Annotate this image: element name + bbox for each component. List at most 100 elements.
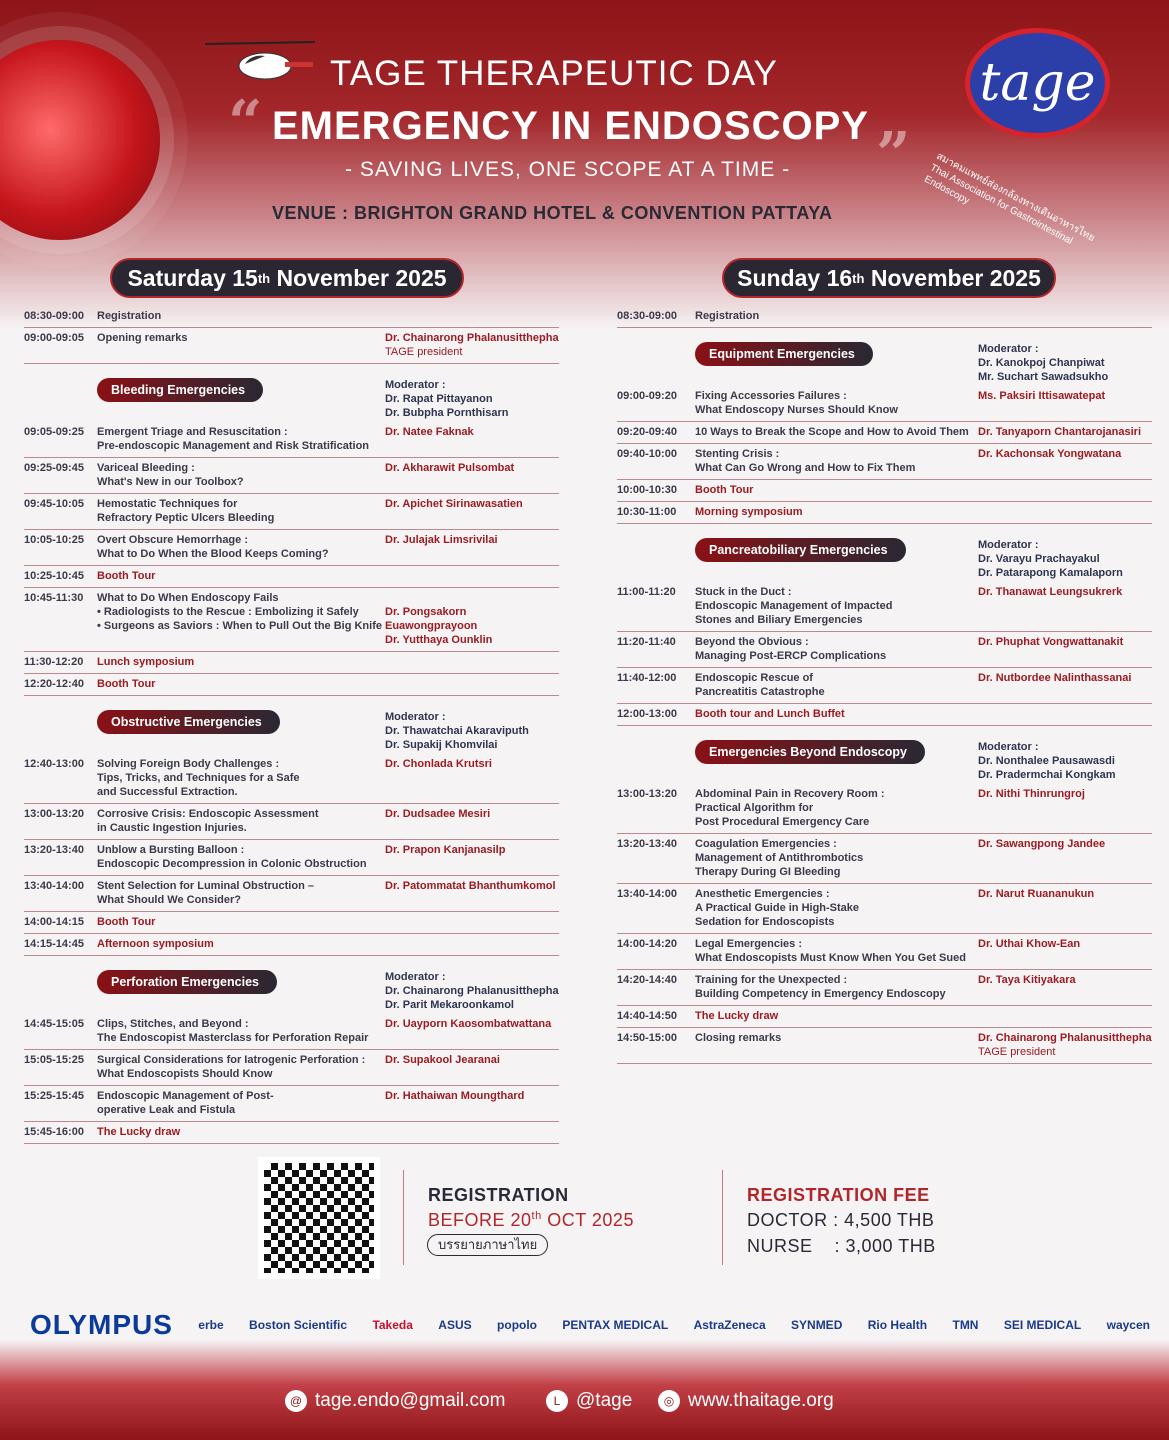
speaker-name: Dr. Nithi Thinrungroj [978, 788, 1085, 800]
schedule-row: 13:40-14:00 Stent Selection for Luminal O… [24, 876, 559, 912]
session-title: Fixing Accessories Failures : What Endosc… [695, 389, 978, 417]
fee-title: REGISTRATION FEE [747, 1185, 930, 1205]
sponsor-logo: waycen [1106, 1318, 1150, 1332]
registration-title: REGISTRATION [428, 1185, 569, 1205]
speaker-name: Dr. Akharawit Pulsombat [385, 462, 515, 474]
moderator-name: Mr. Suchart Sawadsukho [978, 371, 1109, 383]
registration-deadline: BEFORE 20th OCT 2025 [428, 1210, 634, 1231]
speaker-cell: Dr. Hathaiwan Moungthard [385, 1089, 524, 1117]
quote-close-icon: ” [876, 120, 911, 190]
title-line: Registration [695, 310, 760, 322]
session-title: Beyond the Obvious : Managing Post-ERCP C… [695, 635, 978, 663]
speaker-cell: Dr. Chainarong Phalanusitthepha TAGE pres… [978, 1031, 1152, 1059]
time-slot: 11:20-11:40 [617, 636, 676, 648]
session-title: Unblow a Bursting Balloon : Endoscopic De… [97, 843, 385, 871]
speaker-cell: Dr. Patommatat Bhanthumkomol [385, 879, 556, 907]
schedule-row: 14:00-14:20 Legal Emergencies : What Endos… [617, 934, 1152, 970]
title-line: Registration [97, 310, 162, 322]
time-slot: 14:20-14:40 [617, 974, 677, 986]
time-slot: 15:05-15:25 [24, 1054, 84, 1066]
time-slot: 10:05-10:25 [24, 534, 84, 546]
session-label-cell: Bleeding Emergencies [24, 378, 385, 420]
saturday-schedule: 08:30-09:00 Registration 09:00-09:05 Openin… [24, 306, 559, 1144]
title-line: Emergent Triage and Resuscitation : [97, 426, 288, 438]
schedule-row: 13:00-13:20 Abdominal Pain in Recovery Ro… [617, 784, 1152, 834]
speaker-cell: Dr. Julajak Limsrivilai [385, 533, 498, 561]
session-label-cell: Obstructive Emergencies [24, 710, 385, 752]
speaker-cell: Dr. Sawangpong Jandee [978, 837, 1105, 879]
session-title: Morning symposium [695, 505, 978, 519]
day-weekday: Sunday 16 [737, 264, 853, 291]
sponsor-logo: PENTAX MEDICAL [562, 1318, 669, 1332]
sponsor-logo: Takeda [372, 1318, 413, 1332]
speaker-cell: Dr. Thanawat Leungsukrerk [978, 585, 1122, 627]
time-slot: 14:50-15:00 [617, 1032, 677, 1044]
schedule-row: 13:40-14:00 Anesthetic Emergencies : A Pra… [617, 884, 1152, 934]
divider [722, 1170, 723, 1265]
moderator-name: Dr. Patarapong Kamalaporn [978, 567, 1123, 579]
footer-line[interactable]: L @tage [546, 1390, 632, 1412]
day-sup: th [852, 270, 865, 286]
title-line: Stones and Biliary Emergencies [695, 614, 863, 626]
moderator-label: Moderator : [978, 343, 1039, 355]
footer-email[interactable]: @ tage.endo@gmail.com [285, 1390, 505, 1412]
sponsor-logo: ASUS [438, 1318, 472, 1332]
sponsor-logos: OLYMPUS erbe Boston Scientific Takeda ASUS po… [30, 1305, 1150, 1345]
speaker-cell: Dr. Nutbordee Nalinthassanai [978, 671, 1131, 699]
event-series-title: TAGE THERAPEUTIC DAY [330, 54, 778, 93]
title-line: What Endoscopy Nurses Should Know [695, 404, 898, 416]
moderator-name: Dr. Pradermchai Kongkam [978, 769, 1116, 781]
title-line: Opening remarks [97, 332, 188, 344]
title-line: Post Procedural Emergency Care [695, 816, 870, 828]
speaker-name: Dr. Patommatat Bhanthumkomol [385, 880, 556, 892]
time-slot: 11:30-12:20 [24, 656, 84, 668]
title-line: The Endoscopist Masterclass for Perforat… [97, 1032, 369, 1044]
speaker-cell: Dr. Apichet Sirinawasatien [385, 497, 523, 525]
registration-qr-code[interactable] [258, 1157, 380, 1279]
speaker-name: Dr. Natee Faknak [385, 426, 474, 438]
speaker-role: TAGE president [978, 1046, 1056, 1058]
schedule-row: 13:20-13:40 Coagulation Emergencies : Mana… [617, 834, 1152, 884]
time-slot: 13:00-13:20 [617, 788, 677, 800]
sponsor-logo: Rio Health [867, 1318, 928, 1332]
speaker-name: Dr. Hathaiwan Moungthard [385, 1090, 525, 1102]
time-slot: 15:25-15:45 [24, 1090, 84, 1102]
time-slot: 12:40-13:00 [24, 758, 84, 770]
speaker-cell: Dr. Natee Faknak [385, 425, 474, 453]
session-title: Booth tour and Lunch Buffet [695, 707, 978, 721]
title-line: Legal Emergencies : [695, 938, 802, 950]
title-line: Endoscopic Rescue of [695, 672, 813, 684]
title-line: in Caustic Ingestion Injuries. [97, 822, 247, 834]
title-line: Endoscopic Management of Post- [97, 1090, 274, 1102]
sponsor-logo: TMN [952, 1318, 979, 1332]
session-block: Pancreatobiliary Emergencies Moderator : D… [617, 524, 1152, 582]
session-title: Hemostatic Techniques for Refractory Pept… [97, 497, 385, 525]
moderator-name: Dr. Thawatchai Akaraviputh [385, 725, 529, 737]
event-tagline: - SAVING LIVES, ONE SCOPE AT A TIME - [345, 158, 791, 181]
schedule-row: 10:00-10:30 Booth Tour [617, 480, 1152, 502]
session-title: Lunch symposium [97, 655, 385, 669]
time-slot: 14:00-14:15 [24, 916, 84, 928]
footer-website[interactable]: ◎ www.thaitage.org [658, 1390, 834, 1412]
session-pill: Bleeding Emergencies [97, 378, 264, 402]
day-sup: th [257, 270, 271, 286]
schedule-row: 15:05-15:25 Surgical Considerations for I… [24, 1050, 559, 1086]
moderator-label: Moderator : [978, 539, 1039, 551]
session-title: Overt Obscure Hemorrhage : What to Do Whe… [97, 533, 385, 561]
globe-icon: ◎ [658, 1390, 680, 1412]
time-slot: 13:40-14:00 [617, 888, 677, 900]
schedule-row: 10:25-10:45 Booth Tour [24, 566, 559, 588]
day-rest: November 2025 [870, 264, 1041, 291]
time-slot: 10:00-10:30 [617, 484, 677, 496]
thai-language-badge[interactable]: บรรยายภาษาไทย [427, 1234, 549, 1256]
moderator-label: Moderator : [385, 379, 446, 391]
time-slot: 14:40-14:50 [617, 1010, 677, 1022]
moderator-name: Dr. Chainarong Phalanusitthepha [385, 985, 559, 997]
session-pill: Perforation Emergencies [97, 970, 277, 994]
moderators: Moderator : Dr. Nonthalee Pausawasdi Dr. P… [978, 740, 1116, 782]
line-text: @tage [576, 1390, 633, 1411]
speaker-name: Dr. Sawangpong Jandee [978, 838, 1106, 850]
session-title: Abdominal Pain in Recovery Room : Practic… [695, 787, 978, 829]
time-slot: 09:25-09:45 [24, 462, 84, 474]
sponsor-logo: SEI MEDICAL [1003, 1318, 1082, 1332]
